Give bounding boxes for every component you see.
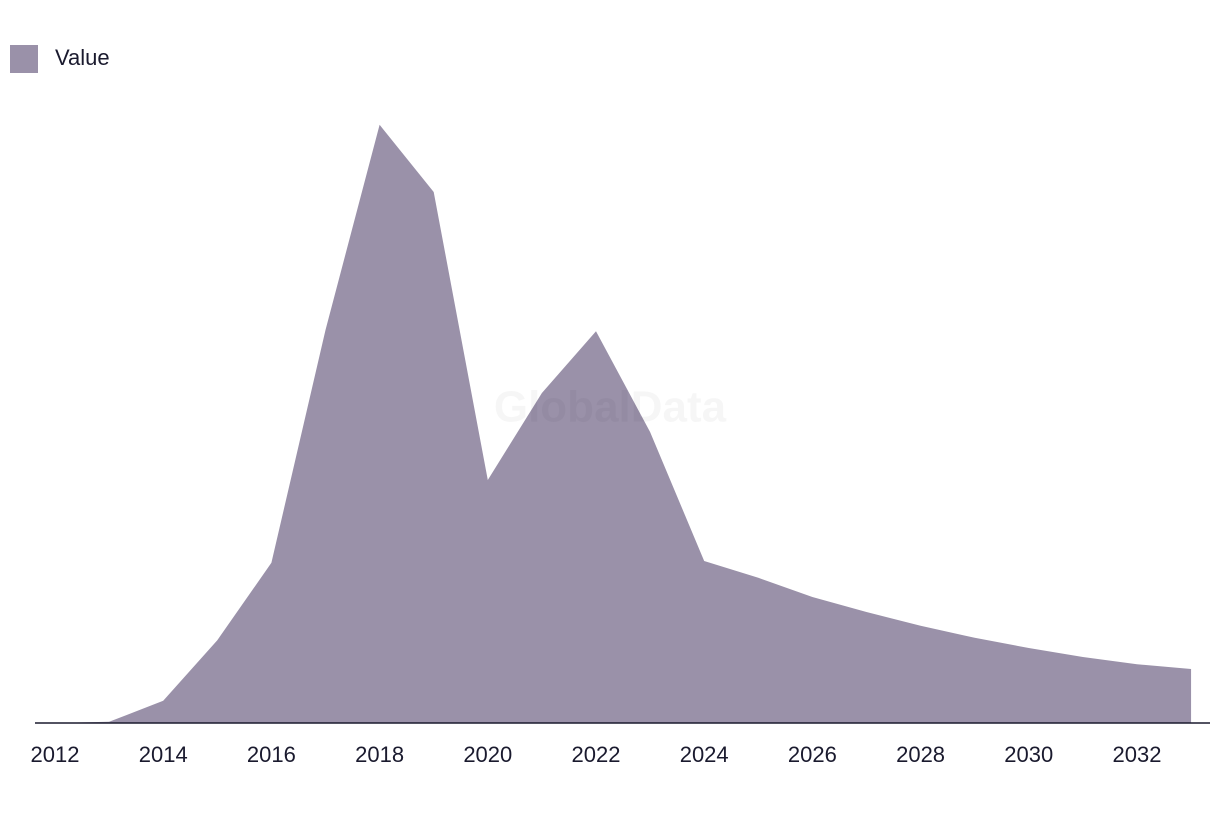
- watermark: GlobalData: [494, 383, 727, 432]
- area: [55, 124, 1192, 724]
- x-tick-label: 2032: [1112, 742, 1161, 767]
- x-tick-label: 2012: [31, 742, 80, 767]
- x-tick-label: 2028: [896, 742, 945, 767]
- legend-swatch: [10, 45, 38, 73]
- x-tick-label: 2016: [247, 742, 296, 767]
- x-tick-label: 2024: [680, 742, 729, 767]
- x-tick-label: 2026: [788, 742, 837, 767]
- x-tick-label: 2022: [572, 742, 621, 767]
- x-tick-label: 2020: [463, 742, 512, 767]
- x-tick-label: 2014: [139, 742, 188, 767]
- x-tick-label: 2030: [1004, 742, 1053, 767]
- x-tick-label: 2018: [355, 742, 404, 767]
- legend-label: Value: [55, 45, 110, 70]
